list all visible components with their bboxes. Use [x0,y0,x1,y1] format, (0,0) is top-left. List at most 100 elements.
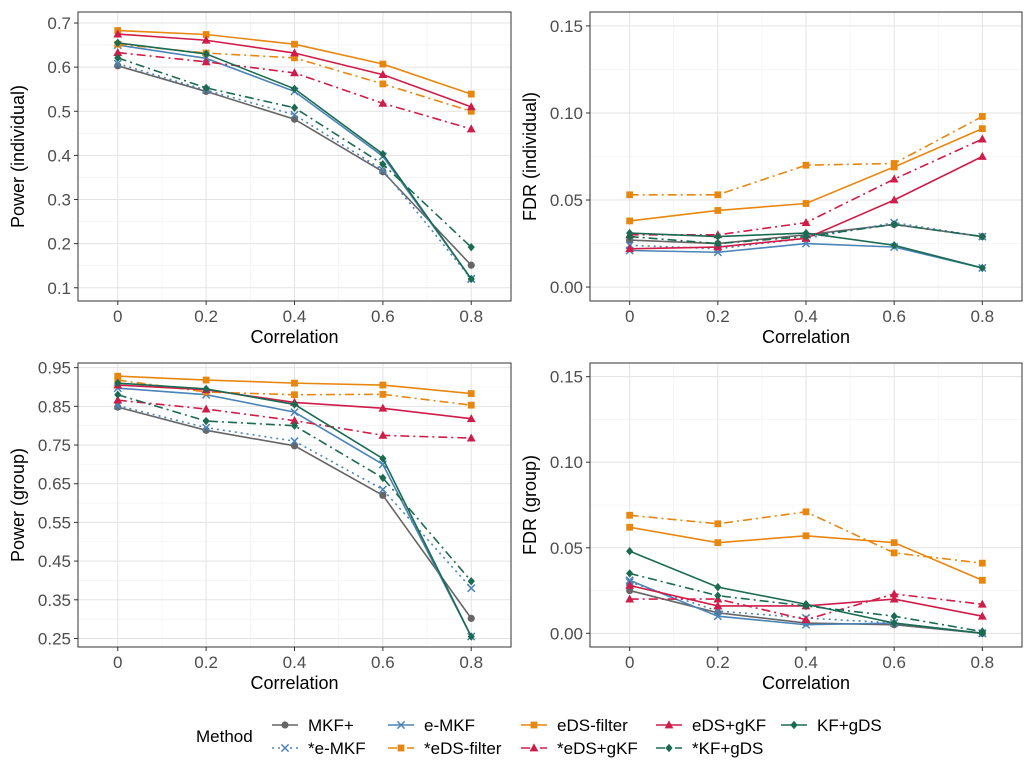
data-point-eds-plus-gkf [977,611,987,620]
data-point-kf-plus-gds [714,582,722,592]
legend-key-marker [790,720,798,730]
data-point-kf-plus-gds [379,149,387,159]
y-tick-label: 0.65 [38,475,71,494]
data-point-kf-plus-gds [626,228,634,238]
data-point-star-kf-plus-gds [890,612,898,621]
series-star-eds-filter [626,113,986,199]
series-star-eds-plus-gkf [113,395,476,442]
x-tick-label: 0.6 [371,307,395,326]
legend-label: *eDS+gKF [557,739,638,758]
panel-top-left: 0 0.2 0.4 0.6 0.8 0.1 0.2 0.3 0.4 0.5 0.6 0.7 Correl… [8,11,512,347]
data-point-eds-filter [978,576,986,584]
data-point-star-eds-filter [714,191,722,199]
data-point-kf-plus-gds [290,84,299,93]
data-point-eds-plus-gkf [977,151,987,160]
data-point-star-eds-plus-gkf [113,395,123,404]
x-tick-label: 0 [625,307,634,326]
x-tick-label: 0.2 [706,653,730,672]
data-point-kf-plus-gds [978,629,986,638]
data-point-eds-filter [978,125,986,133]
y-axis-title: Power (individual) [8,85,28,228]
y-tick-label: 0.05 [550,539,583,558]
x-tick-label: 0.8 [459,653,483,672]
data-point-kf-plus-gds [467,632,475,641]
data-point-kf-plus-gds [626,546,634,556]
series-star-kf-plus-gds [114,390,475,586]
x-tick-label: 0.8 [459,307,483,326]
y-tick-label: 0.6 [47,58,71,77]
legend-item-eds-plus-gkf: eDS+gKF [656,716,766,735]
y-tick-label: 0.7 [47,14,71,33]
data-point-star-kf-plus-gds [467,577,475,586]
y-tick-label: 0.15 [550,17,583,36]
y-tick-label: 0.4 [47,146,71,165]
data-point-star-eds-filter [802,508,810,516]
data-point-star-eds-filter [291,54,298,62]
data-point-eds-filter [714,539,722,547]
data-point-eds-plus-gkf [889,195,899,204]
data-point-star-kf-plus-gds [202,83,210,93]
data-point-star-eds-filter [802,161,810,169]
data-point-star-eds-filter [291,391,298,399]
panel-top-right: 0 0.2 0.4 0.6 0.8 0.00 0.05 0.10 0.15 Correlation… [520,11,1023,347]
legend-label: eDS-filter [557,716,628,735]
legend-label: *eDS-filter [424,739,502,758]
data-point-eds-filter [202,31,210,38]
y-tick-label: 0.95 [38,359,71,378]
y-tick-label: 0.45 [38,552,71,571]
data-point-kf-plus-gds [890,618,898,628]
data-point-star-eds-plus-gkf [201,57,211,66]
data-point-star-eds-plus-gkf [290,416,299,425]
data-point-star-kf-plus-gds [626,569,634,578]
x-tick-label: 0.2 [194,307,218,326]
data-point-star-eds-filter [467,107,475,115]
data-point-eds-filter [291,379,298,387]
data-point-eds-filter [467,90,475,98]
legend-key-marker [396,720,406,730]
legend-key-marker [397,744,405,752]
data-point-mkf-plus [379,168,387,176]
data-point-eds-filter [379,381,387,389]
series-eds-filter [114,372,475,397]
legend-item-eds-filter: eDS-filter [521,716,628,735]
y-tick-label: 0.25 [38,629,71,648]
data-point-eds-plus-gkf [378,70,388,79]
data-point-eds-plus-gkf [625,244,635,253]
x-tick-label: 0.6 [371,653,395,672]
data-point-eds-plus-gkf [713,601,723,610]
data-point-star-eds-plus-gkf [466,433,476,442]
series-eds-plus-gkf [113,29,476,111]
y-tick-label: 0.5 [47,102,71,121]
data-point-kf-plus-gds [114,38,122,48]
data-point-eds-filter [802,200,810,207]
series-eds-filter [626,523,986,584]
data-point-star-kf-plus-gds [379,473,387,483]
y-tick-label: 0.3 [47,191,71,210]
legend-label: *e-MKF [308,739,366,758]
data-point-eds-filter [802,532,810,540]
y-tick-label: 0.05 [550,191,583,210]
y-tick-label: 0.55 [38,513,71,532]
data-point-star-kf-plus-gds [114,390,122,399]
legend-label: KF+gDS [817,716,882,735]
data-point-mkf-plus [467,614,475,622]
y-tick-label: 0.00 [550,278,583,297]
x-tick-label: 0.2 [706,307,730,326]
data-point-eds-plus-gkf [466,414,476,423]
legend-item-star-eds-plus-gkf: *eDS+gKF [521,739,638,758]
data-point-eds-filter [114,372,122,380]
x-tick-label: 0.4 [794,307,818,326]
data-point-star-kf-plus-gds [978,232,986,241]
series-line-star-eds-filter [629,115,983,196]
data-point-star-eds-plus-gkf [466,124,476,133]
data-point-eds-filter [467,390,475,397]
data-point-star-kf-plus-gds [114,53,122,63]
data-point-star-eds-plus-gkf [378,430,388,439]
legend-item-e-mkf: e-MKF [388,716,475,735]
y-tick-label: 0.00 [550,624,583,643]
legend: Method MKF+ *e-MKF e-MKF *eDS-filter eDS-filt… [196,716,882,758]
data-point-kf-plus-gds [978,263,986,273]
legend-key-marker [530,721,538,729]
data-point-star-e-mkf [467,584,476,593]
data-point-star-eds-plus-gkf [290,68,299,77]
